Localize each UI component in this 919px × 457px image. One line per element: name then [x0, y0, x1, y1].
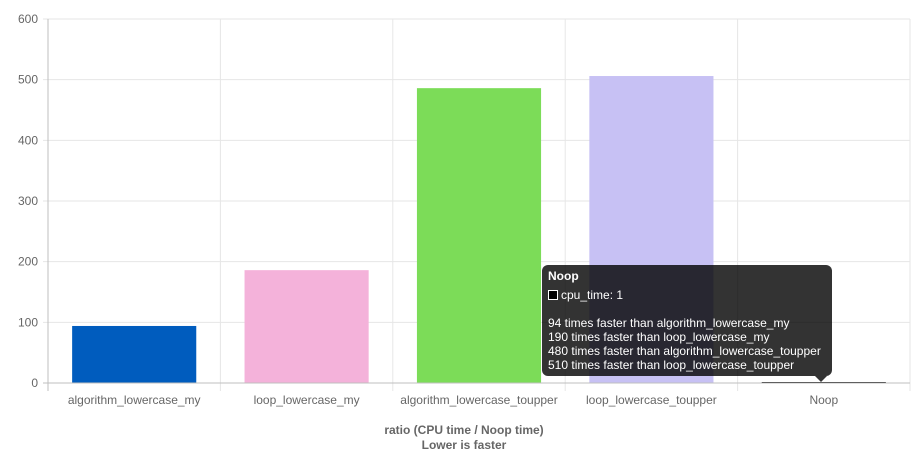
y-tick-label: 0: [31, 376, 38, 390]
tooltip-title: Noop: [548, 269, 579, 283]
y-tick-label: 200: [18, 255, 38, 269]
x-tick-label: loop_lowercase_my: [254, 393, 360, 407]
y-tick-label: 300: [18, 194, 38, 208]
tooltip-value: cpu_time: 1: [561, 288, 624, 302]
series-color-swatch: [548, 290, 558, 300]
x-axis-subtitle: Lower is faster: [422, 438, 507, 452]
x-tick-label: Noop: [809, 393, 838, 407]
y-tick-label: 400: [18, 133, 38, 147]
y-tick-labels: 0 100 200 300 400 500 600: [18, 12, 38, 390]
tooltip-footer-line: 480 times faster than algorithm_lowercas…: [548, 344, 821, 358]
x-axis-title: ratio (CPU time / Noop time): [384, 423, 543, 437]
tooltip-footer-line: 510 times faster than loop_lowercase_tou…: [548, 358, 795, 372]
tooltip-footer: 94 times faster than algorithm_lowercase…: [548, 316, 826, 372]
y-tick-label: 100: [18, 315, 38, 329]
tooltip-footer-line: 94 times faster than algorithm_lowercase…: [548, 316, 790, 330]
bar-algorithm_lowercase_toupper[interactable]: [416, 88, 542, 383]
bar-algorithm_lowercase_my[interactable]: [72, 325, 197, 383]
tooltip-value-row: cpu_time: 1: [548, 288, 826, 302]
x-tick-label: loop_lowercase_toupper: [586, 393, 717, 407]
x-tick-label: algorithm_lowercase_my: [68, 393, 201, 407]
axes: [43, 19, 910, 391]
bar-loop_lowercase_my[interactable]: [244, 270, 369, 383]
chart-tooltip: Noop cpu_time: 1 94 times faster than al…: [542, 265, 832, 382]
y-tick-label: 600: [18, 12, 38, 26]
x-tick-label: algorithm_lowercase_toupper: [400, 393, 557, 407]
y-tick-label: 500: [18, 73, 38, 87]
x-tick-labels: algorithm_lowercase_my loop_lowercase_my a…: [68, 393, 839, 407]
tooltip-footer-line: 190 times faster than loop_lowercase_my: [548, 330, 770, 344]
